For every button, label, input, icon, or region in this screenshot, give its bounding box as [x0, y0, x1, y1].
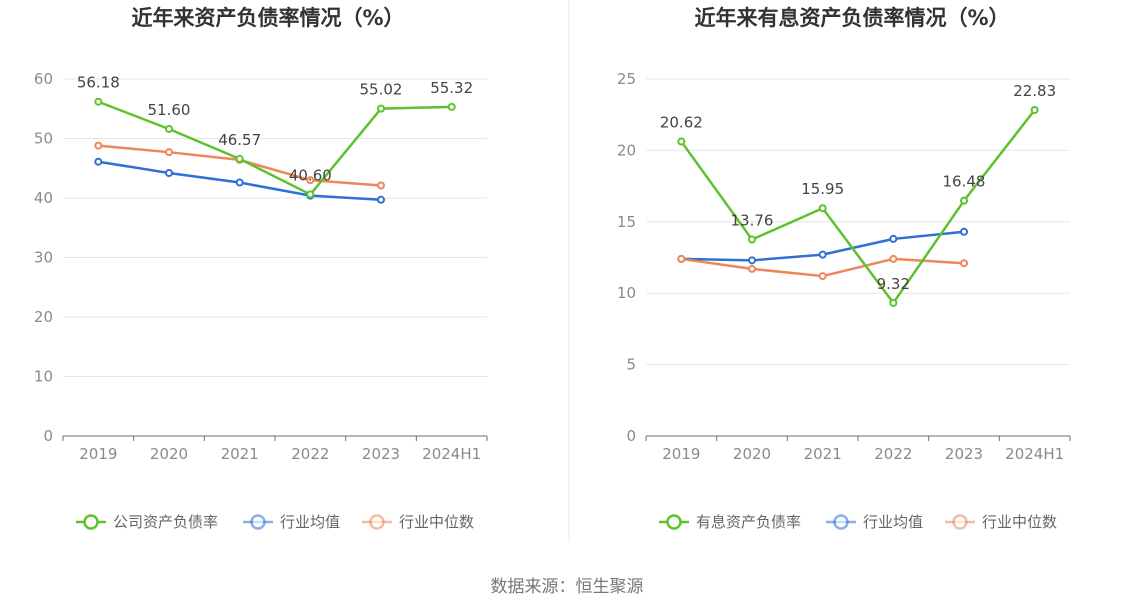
chart-title: 近年来有息资产负债率情况（%） [694, 6, 1009, 30]
data-point-company [306, 190, 315, 199]
x-tick-label: 2019 [662, 445, 700, 463]
x-tick-label: 2020 [733, 445, 771, 463]
data-point-avg [748, 256, 756, 265]
legend-marker [952, 514, 968, 530]
data-point-avg [235, 178, 244, 187]
legend-item-avg: 行业均值 [826, 513, 923, 531]
x-tick-label: 2024H1 [1005, 445, 1064, 463]
debt-ratio-chart: 近年来资产负债率情况（%） 0 10 20 30 40 50 60 2019 2020 2021 20… [34, 6, 488, 531]
data-point-avg [889, 234, 898, 243]
legend-marker [666, 514, 682, 530]
x-tick-label: 2021 [221, 445, 259, 463]
legend-item-company: 公司资产负债率 [76, 513, 218, 531]
y-tick-label: 5 [626, 356, 636, 374]
data-label: 55.32 [430, 79, 473, 97]
data-source: 数据来源：恒生聚源 [491, 577, 644, 597]
data-point-company [447, 102, 456, 111]
data-label: 20.62 [660, 114, 703, 132]
data-point-company [165, 124, 173, 133]
y-tick-label: 25 [617, 70, 636, 88]
x-tick-label: 2022 [291, 445, 329, 463]
data-label: 13.76 [731, 212, 774, 230]
legend-marker [833, 514, 849, 530]
legend-marker [250, 514, 266, 530]
data-point-company [94, 97, 103, 106]
data-point-median [960, 259, 968, 268]
data-point-company [235, 154, 244, 163]
y-tick-label: 10 [34, 368, 53, 386]
data-point-avg [960, 227, 968, 236]
data-label: 56.18 [77, 74, 120, 92]
legend-label: 行业中位数 [982, 513, 1057, 531]
data-point-avg [94, 157, 103, 166]
y-tick-label: 50 [34, 130, 53, 148]
data-label: 40.60 [289, 166, 332, 184]
legend-label: 有息资产负债率 [696, 513, 801, 531]
legend-label: 行业中位数 [399, 513, 474, 531]
x-tick-label: 2022 [874, 445, 912, 463]
data-point-median [889, 254, 898, 263]
data-point-median [306, 176, 315, 185]
data-point-company [748, 235, 756, 244]
data-point-median [377, 181, 385, 190]
data-point-company [377, 104, 385, 113]
legend-label: 行业均值 [863, 513, 923, 531]
legend-item-company: 有息资产负债率 [659, 513, 801, 531]
y-tick-label: 40 [34, 189, 53, 207]
x-tick-label: 2020 [150, 445, 188, 463]
legend-item-median: 行业中位数 [945, 513, 1057, 531]
data-point-median [748, 264, 756, 273]
x-tick-label: 2021 [804, 445, 842, 463]
data-point-company [818, 204, 827, 213]
legend-item-median: 行业中位数 [362, 513, 474, 531]
data-label: 16.48 [943, 173, 986, 191]
data-point-avg [818, 250, 827, 259]
legend-label: 行业均值 [280, 513, 340, 531]
series-line-company [680, 109, 1036, 305]
interest-debt-ratio-chart: 近年来有息资产负债率情况（%） 0 5 10 15 20 25 2019 2020 2021 202… [617, 6, 1071, 531]
chart-title: 近年来资产负债率情况（%） [131, 6, 404, 30]
y-tick-label: 0 [626, 427, 636, 445]
data-label: 15.95 [801, 180, 844, 198]
data-label: 55.02 [360, 81, 403, 99]
y-tick-label: 20 [617, 141, 636, 159]
y-tick-label: 10 [617, 284, 636, 302]
x-tick-label: 2019 [79, 445, 117, 463]
data-point-median [677, 254, 686, 263]
data-point-median [94, 141, 103, 150]
legend-marker [369, 514, 385, 530]
y-tick-label: 20 [34, 308, 53, 326]
y-tick-label: 0 [43, 427, 53, 445]
x-tick-label: 2023 [362, 445, 400, 463]
data-label: 9.32 [877, 275, 910, 293]
data-label: 51.60 [148, 101, 191, 119]
y-tick-label: 30 [34, 249, 53, 267]
legend-item-avg: 行业均值 [243, 513, 340, 531]
legend-label: 公司资产负债率 [113, 513, 218, 531]
data-point-avg [165, 169, 173, 178]
data-point-company [889, 298, 898, 307]
data-point-median [165, 148, 173, 157]
x-tick-label: 2023 [945, 445, 983, 463]
series-line-company [97, 100, 452, 196]
data-label: 22.83 [1013, 82, 1056, 100]
y-tick-label: 15 [617, 213, 636, 231]
legend-marker [83, 514, 99, 530]
data-point-company [960, 196, 968, 205]
y-tick-label: 60 [34, 70, 53, 88]
data-point-company [1030, 105, 1039, 114]
data-point-company [677, 137, 686, 146]
data-point-median [818, 272, 827, 281]
data-point-avg [377, 195, 385, 204]
data-label: 46.57 [218, 131, 261, 149]
x-tick-label: 2024H1 [422, 445, 481, 463]
